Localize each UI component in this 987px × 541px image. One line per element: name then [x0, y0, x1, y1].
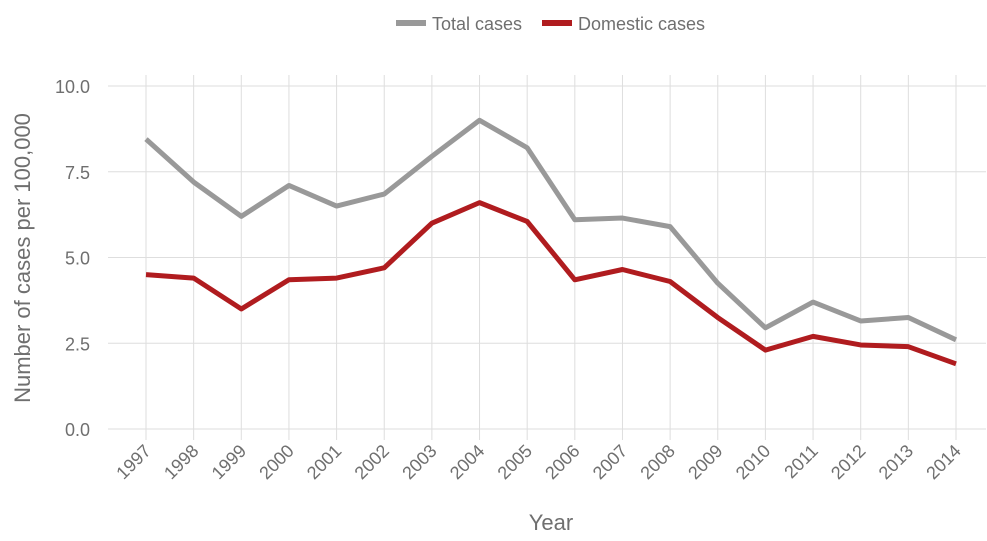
x-tick-label: 2002	[351, 441, 393, 483]
x-tick-label: 1998	[160, 441, 202, 483]
x-tick-label: 2010	[732, 441, 774, 483]
y-tick-label: 2.5	[65, 334, 90, 354]
x-tick-label: 2000	[255, 441, 297, 483]
x-tick-label: 2013	[875, 441, 917, 483]
series-line	[144, 117, 958, 343]
x-tick-label: 2006	[541, 441, 583, 483]
y-tick-label: 7.5	[65, 163, 90, 183]
x-tick-label: 2009	[684, 441, 726, 483]
y-tick-label: 0.0	[65, 420, 90, 440]
x-tick-label: 2014	[922, 441, 964, 483]
x-tick-label: 2005	[494, 441, 536, 483]
x-tick-label: 2012	[827, 441, 869, 483]
y-tick-label: 10.0	[55, 77, 90, 97]
x-tick-label: 2004	[446, 441, 488, 483]
x-tick-label: 2003	[398, 441, 440, 483]
y-tick-label: 5.0	[65, 249, 90, 269]
legend-label: Domestic cases	[578, 14, 705, 34]
x-tick-label: 1999	[208, 441, 250, 483]
x-tick-label: 2008	[636, 441, 678, 483]
x-tick-label: 1997	[112, 441, 154, 483]
x-tick-label: 2001	[303, 441, 345, 483]
x-axis-label: Year	[529, 510, 573, 535]
x-tick-label: 2011	[780, 441, 822, 483]
series-line	[145, 200, 957, 367]
y-axis-label: Number of cases per 100,000	[10, 113, 35, 403]
legend-label: Total cases	[432, 14, 522, 34]
x-tick-label: 2007	[589, 441, 631, 483]
